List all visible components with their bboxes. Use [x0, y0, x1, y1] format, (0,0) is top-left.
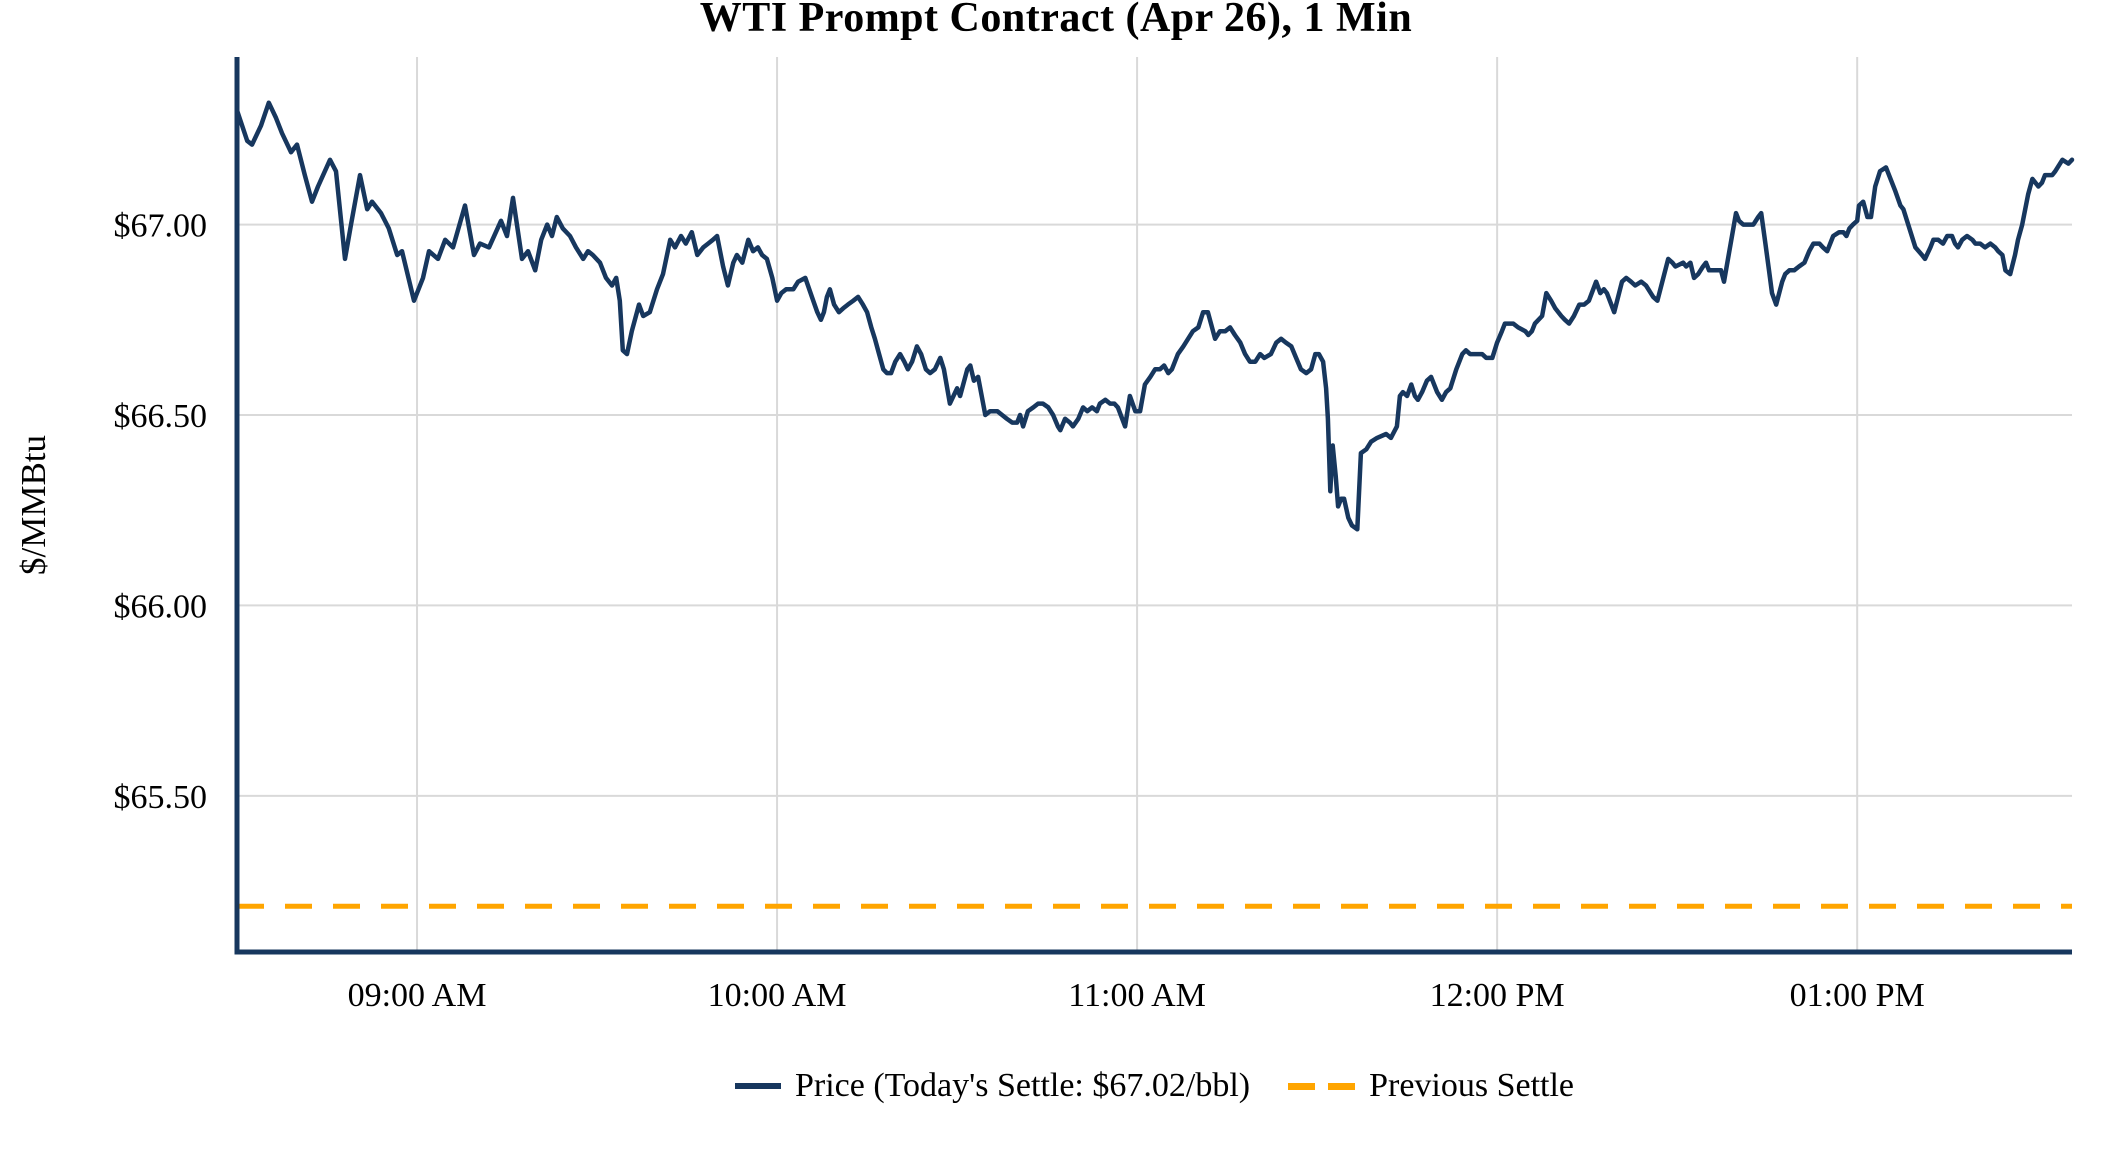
y-tick-label: $66.50 — [114, 398, 208, 435]
y-tick-label: $65.50 — [114, 779, 208, 816]
series-lines — [234, 100, 2075, 909]
x-tick-label: 11:00 AM — [1068, 977, 1206, 1014]
tick-labels: $67.00 $66.50 $66.00 $65.50 09:00 AM 10:00 AM… — [114, 208, 1925, 1014]
x-tick-label: 01:00 PM — [1790, 977, 1925, 1014]
legend: Price (Today's Settle: $67.02/bbl) Previ… — [237, 1060, 2072, 1112]
price-line-swatch — [734, 1083, 781, 1089]
legend-label-price: Price (Today's Settle: $67.02/bbl) — [794, 1067, 1251, 1104]
gridlines — [237, 57, 2072, 952]
x-tick-label: 12:00 PM — [1430, 977, 1565, 1014]
y-tick-label: $67.00 — [114, 208, 208, 245]
chart-title: WTI Prompt Contract (Apr 26), 1 Min — [699, 0, 1413, 41]
price-line — [234, 100, 2075, 532]
legend-item-price: Price (Today's Settle: $67.02/bbl) — [734, 1067, 1251, 1105]
y-tick-label: $66.00 — [114, 588, 208, 625]
legend-item-previous-settle: Previous Settle — [1288, 1067, 1574, 1105]
axes-spines — [234, 57, 2072, 955]
x-tick-label: 09:00 AM — [348, 977, 487, 1014]
legend-label-previous-settle: Previous Settle — [1369, 1067, 1575, 1104]
x-tick-label: 10:00 AM — [708, 977, 847, 1014]
previous-settle-swatch — [1288, 1082, 1356, 1090]
